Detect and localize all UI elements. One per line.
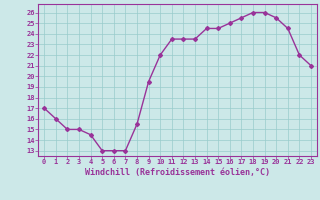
X-axis label: Windchill (Refroidissement éolien,°C): Windchill (Refroidissement éolien,°C) [85, 168, 270, 177]
